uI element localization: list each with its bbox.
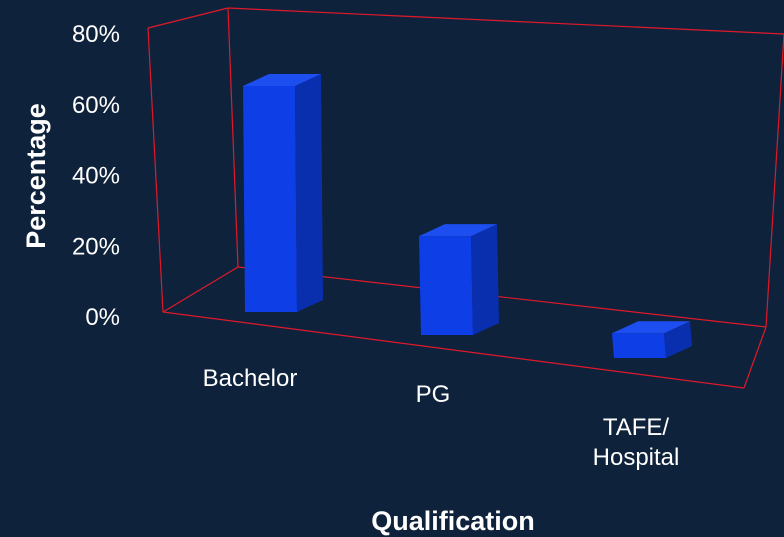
y-tick-label: 60% bbox=[72, 92, 120, 119]
bar-side-face bbox=[295, 74, 323, 312]
x-category-label: TAFE/Hospital bbox=[593, 414, 680, 471]
y-tick-label: 20% bbox=[72, 233, 120, 260]
frame-back-top-edge bbox=[228, 8, 784, 34]
bar-front-face bbox=[243, 86, 297, 312]
frame-back-left-edge bbox=[228, 8, 238, 267]
bar-front-face bbox=[612, 333, 666, 358]
frame-left-bottom-edge bbox=[163, 267, 238, 312]
frame-right-bottom-edge bbox=[744, 327, 766, 388]
bar bbox=[243, 74, 323, 312]
x-axis-title: Qualification bbox=[371, 506, 535, 536]
bar bbox=[419, 224, 499, 335]
bar-front-face bbox=[419, 236, 473, 335]
y-tick-labels: 0% 20% 40% 60% 80% bbox=[72, 21, 120, 331]
frame-back-right-edge bbox=[766, 34, 784, 327]
x-category-labels: Bachelor PG TAFE/Hospital bbox=[203, 365, 680, 471]
bars bbox=[243, 74, 692, 358]
y-tick-label: 80% bbox=[72, 21, 120, 48]
bar-side-face bbox=[471, 224, 499, 335]
x-category-label: PG bbox=[416, 381, 451, 408]
y-axis-title: Percentage bbox=[21, 103, 51, 249]
frame-front-left-edge bbox=[148, 28, 163, 312]
x-category-label: Bachelor bbox=[203, 365, 298, 392]
y-tick-label: 40% bbox=[72, 163, 120, 190]
frame-left-top-edge bbox=[148, 8, 228, 28]
bar bbox=[612, 321, 692, 358]
y-tick-label: 0% bbox=[85, 304, 120, 331]
